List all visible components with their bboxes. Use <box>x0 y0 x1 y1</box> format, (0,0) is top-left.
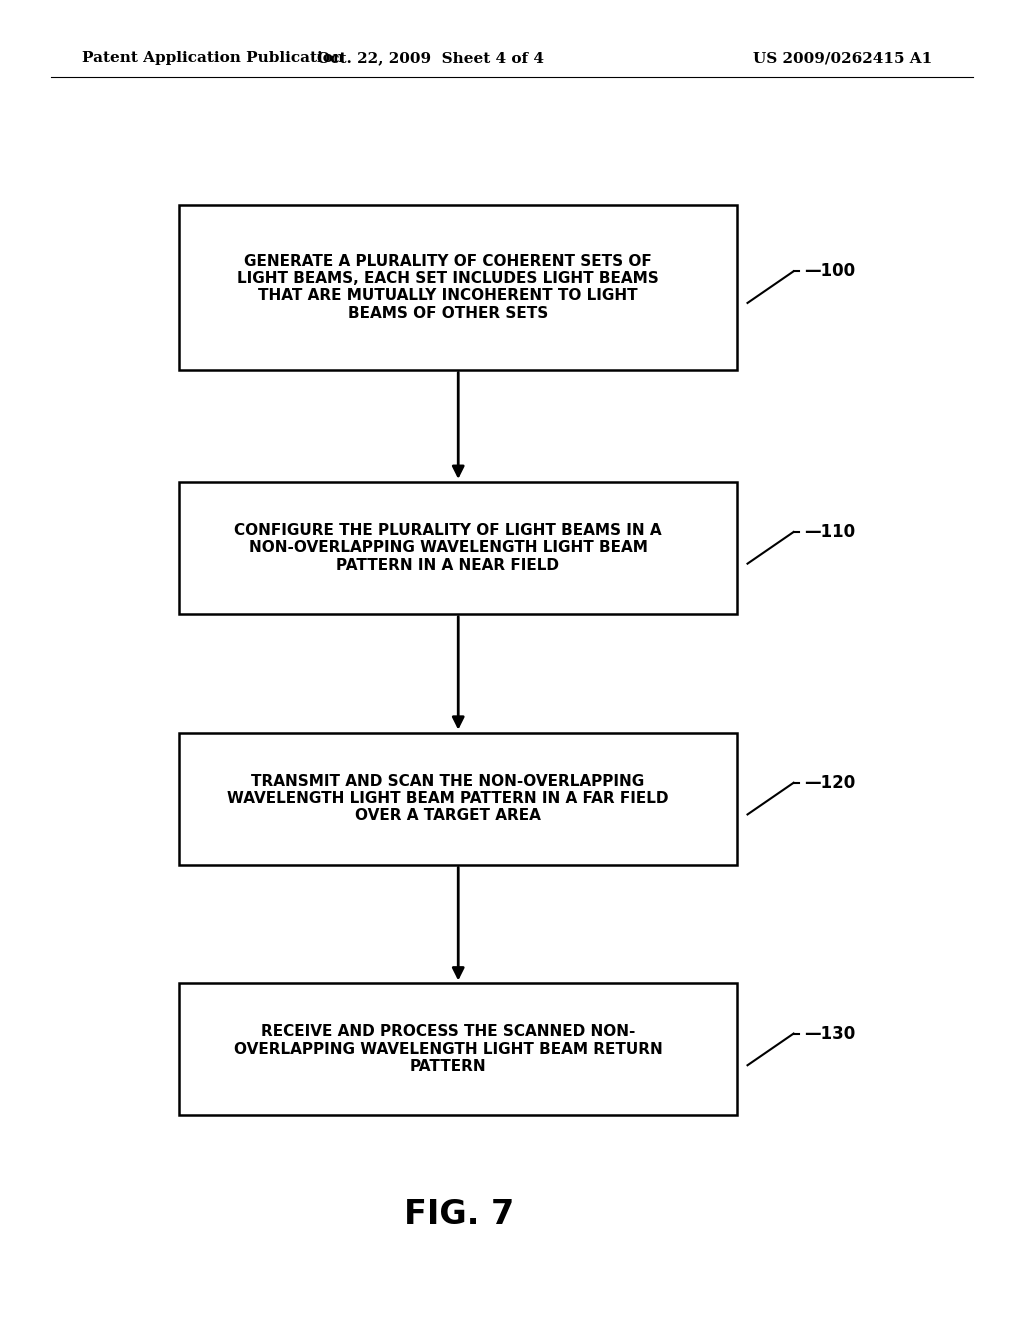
Bar <box>179 205 737 370</box>
Text: GENERATE A PLURALITY OF COHERENT SETS OF
LIGHT BEAMS, EACH SET INCLUDES LIGHT BE: GENERATE A PLURALITY OF COHERENT SETS OF… <box>238 253 658 321</box>
Text: —100: —100 <box>804 263 855 280</box>
Text: Patent Application Publication: Patent Application Publication <box>82 51 344 65</box>
Text: US 2009/0262415 A1: US 2009/0262415 A1 <box>753 51 932 65</box>
Bar <box>179 482 737 614</box>
Text: —120: —120 <box>804 774 855 792</box>
Text: FIG. 7: FIG. 7 <box>403 1199 514 1230</box>
Text: —110: —110 <box>804 523 855 541</box>
Text: CONFIGURE THE PLURALITY OF LIGHT BEAMS IN A
NON-OVERLAPPING WAVELENGTH LIGHT BEA: CONFIGURE THE PLURALITY OF LIGHT BEAMS I… <box>234 523 662 573</box>
Text: Oct. 22, 2009  Sheet 4 of 4: Oct. 22, 2009 Sheet 4 of 4 <box>316 51 544 65</box>
Bar <box>179 733 737 865</box>
Text: RECEIVE AND PROCESS THE SCANNED NON-
OVERLAPPING WAVELENGTH LIGHT BEAM RETURN
PA: RECEIVE AND PROCESS THE SCANNED NON- OVE… <box>233 1024 663 1074</box>
Text: —130: —130 <box>804 1024 855 1043</box>
Bar <box>179 983 737 1115</box>
Text: TRANSMIT AND SCAN THE NON-OVERLAPPING
WAVELENGTH LIGHT BEAM PATTERN IN A FAR FIE: TRANSMIT AND SCAN THE NON-OVERLAPPING WA… <box>227 774 669 824</box>
